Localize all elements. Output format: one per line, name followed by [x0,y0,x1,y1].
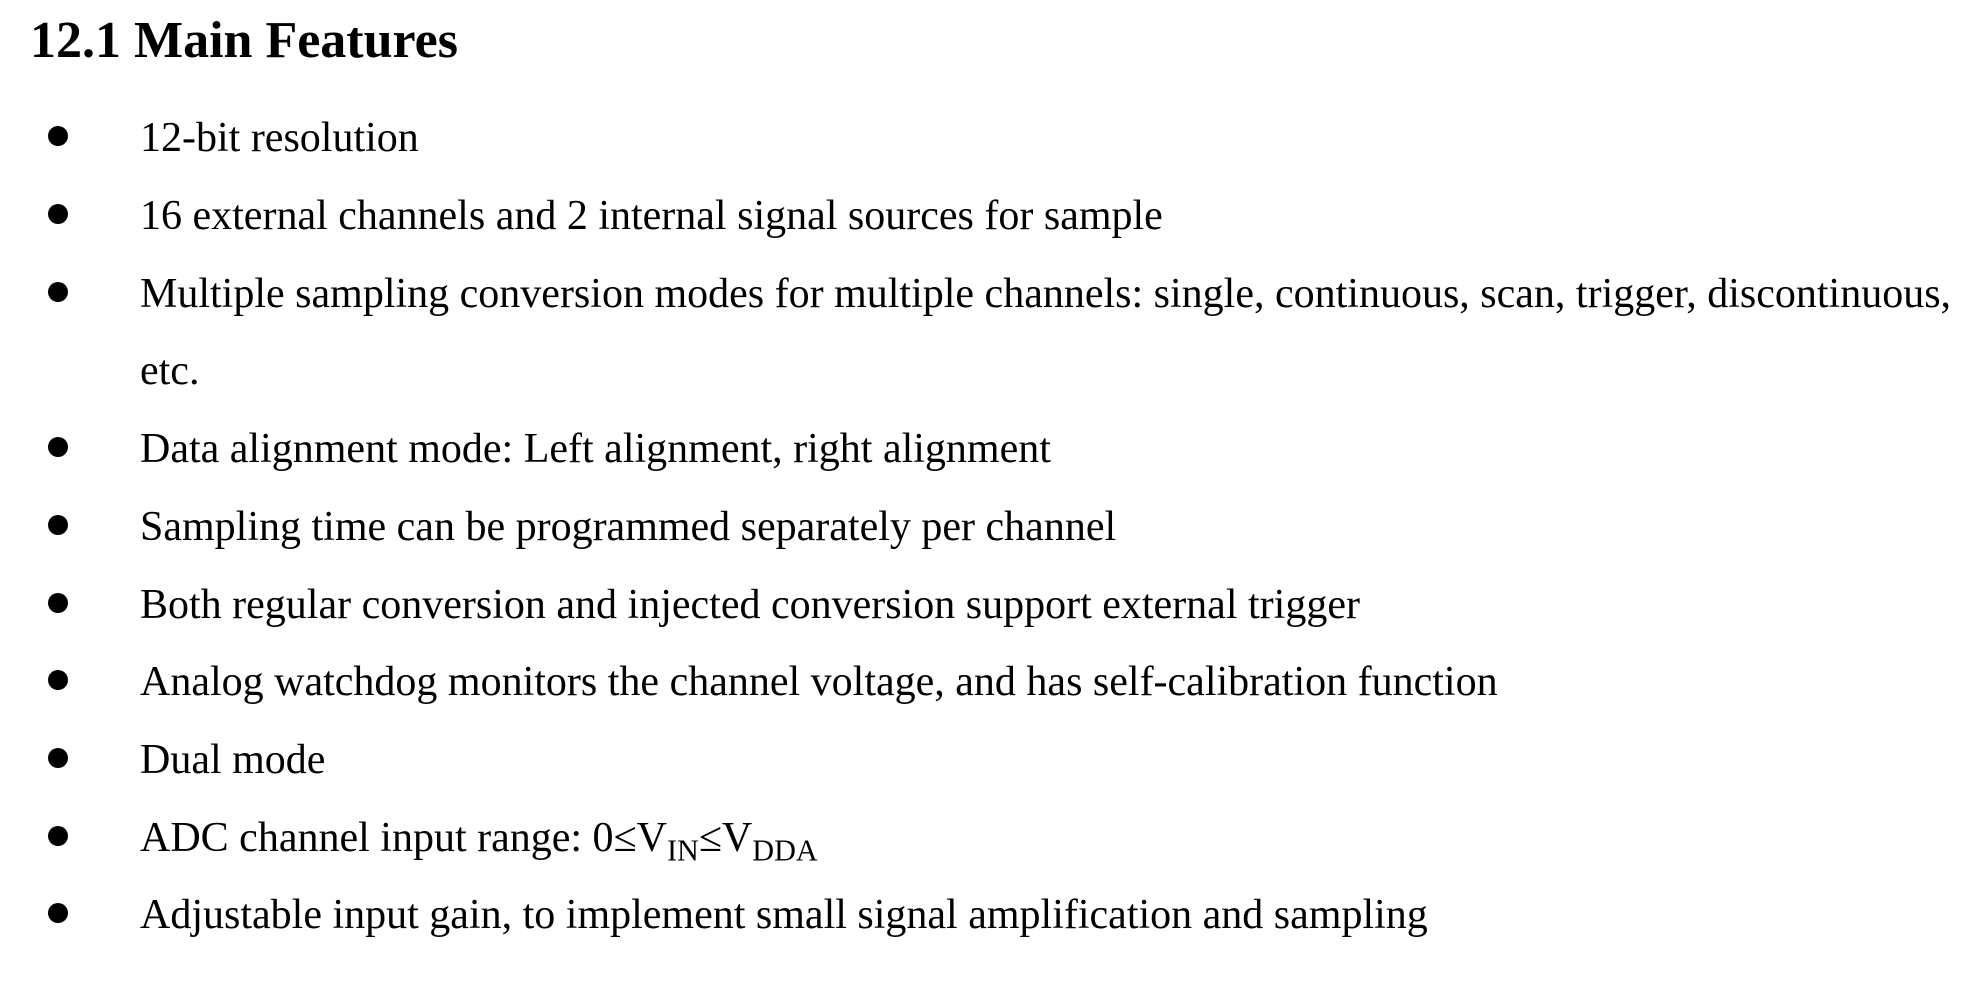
list-item: 16 external channels and 2 internal sign… [48,178,1955,256]
list-item: 12-bit resolution [48,100,1955,178]
feature-list: 12-bit resolution 16 external channels a… [30,100,1955,955]
section-heading: 12.1 Main Features [30,10,1955,72]
list-item-adc-range: ADC channel input range: 0≤VIN≤VDDA [48,800,1955,878]
list-item: Analog watchdog monitors the channel vol… [48,644,1955,722]
adc-range-sub-in: IN [667,833,699,867]
list-item: Both regular conversion and injected con… [48,567,1955,645]
adc-range-prefix: ADC channel input range: 0≤V [140,815,667,861]
adc-range-sub-dda: DDA [752,833,818,867]
adc-range-mid: ≤V [699,815,752,861]
list-item: Multiple sampling conversion modes for m… [48,256,1955,411]
list-item: Adjustable input gain, to implement smal… [48,877,1955,955]
list-item: Dual mode [48,722,1955,800]
document-page: 12.1 Main Features 12-bit resolution 16 … [0,0,1985,985]
list-item: Data alignment mode: Left alignment, rig… [48,411,1955,489]
list-item: Sampling time can be programmed separate… [48,489,1955,567]
